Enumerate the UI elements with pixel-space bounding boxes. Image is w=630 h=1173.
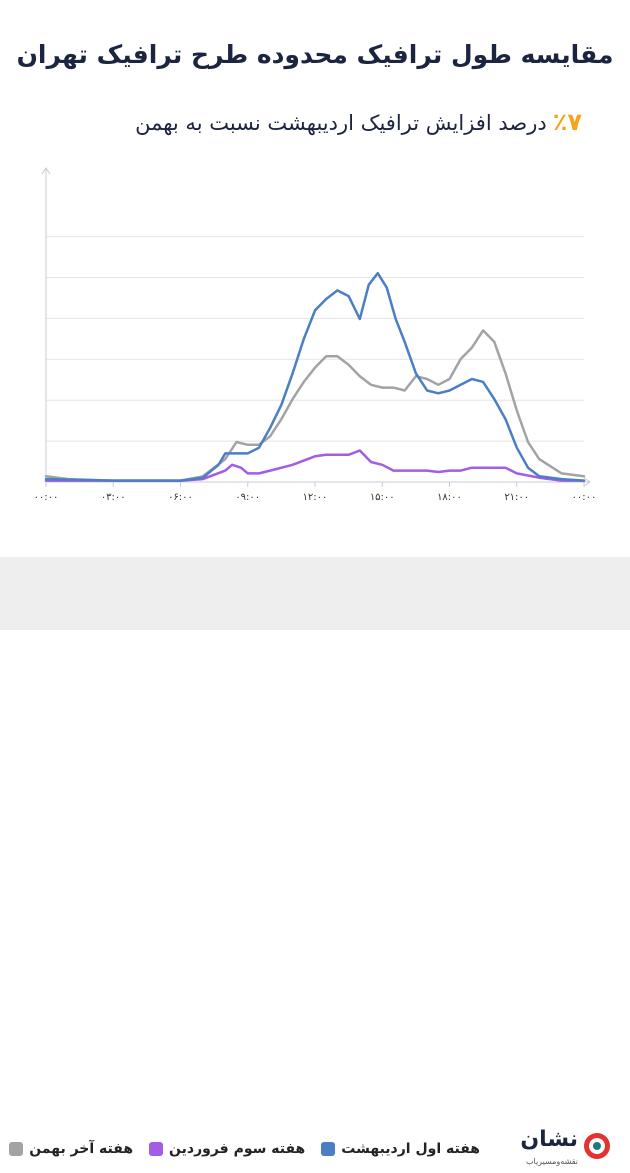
x-axis-ticks: ۰۰:۰۰ ۰۳:۰۰ ۰۶:۰۰ ۰۹:۰۰ ۱۲:۰۰ ۱۵:۰۰ ۱۸:۰۰ ۲۱:۰۰… bbox=[34, 482, 597, 503]
legend-label: هفته اول اردیبهشت bbox=[341, 1141, 480, 1157]
brand-logo: نشان نقشه‌ومسیریاب bbox=[510, 1127, 610, 1173]
line-chart: ۰۰:۰۰ ۰۳:۰۰ ۰۶:۰۰ ۰۹:۰۰ ۱۲:۰۰ ۱۵:۰۰ ۱۸:۰۰ ۲۱:۰۰… bbox=[34, 167, 597, 503]
x-tick-label: ۱۵:۰۰ bbox=[370, 492, 395, 503]
x-tick-label: ۰۰:۰۰ bbox=[572, 492, 597, 503]
legend-swatch bbox=[149, 1142, 164, 1156]
footer-bar: هفته اول اردیبهشت هفته سوم فروردین هفته آخ… bbox=[0, 557, 630, 1166]
chart-grid bbox=[46, 236, 584, 483]
x-tick-label: ۰۶:۰۰ bbox=[168, 492, 193, 503]
y-axis-arrow bbox=[41, 167, 51, 175]
subtitle-text: درصد افزایش ترافیک اردیبهشت نسبت به بهمن bbox=[135, 111, 547, 135]
increase-percentage: ٪۷ bbox=[552, 108, 582, 136]
chart-series bbox=[44, 271, 586, 482]
x-tick-label: ۰۳:۰۰ bbox=[101, 492, 126, 503]
chart-axes bbox=[41, 167, 591, 487]
x-tick-label: ۰۰:۰۰ bbox=[34, 492, 59, 503]
series-line-3 bbox=[44, 271, 586, 482]
legend-label: هفته آخر بهمن bbox=[29, 1141, 134, 1157]
legend-item: هفته آخر بهمن bbox=[9, 1141, 133, 1157]
legend-label: هفته سوم فروردین bbox=[169, 1141, 306, 1157]
legend-swatch bbox=[9, 1142, 24, 1156]
x-tick-label: ۲۱:۰۰ bbox=[504, 492, 529, 503]
chart-subtitle: ٪۷درصد افزایش ترافیک اردیبهشت نسبت به به… bbox=[135, 108, 582, 136]
brand-tagline: نقشه‌ومسیریاب bbox=[525, 1157, 578, 1166]
series-line-2 bbox=[44, 449, 586, 482]
x-tick-label: ۰۹:۰۰ bbox=[235, 492, 260, 503]
series-line-1 bbox=[44, 329, 586, 482]
legend-item: هفته سوم فروردین bbox=[149, 1141, 305, 1157]
legend-item: هفته اول اردیبهشت bbox=[321, 1141, 480, 1157]
x-tick-label: ۱۲:۰۰ bbox=[303, 492, 328, 503]
chart-title: مقایسه طول ترافیک محدوده طرح ترافیک تهرا… bbox=[16, 40, 614, 69]
x-axis-arrow bbox=[583, 477, 591, 487]
neshan-logo-icon bbox=[584, 1133, 610, 1159]
brand-name: نشان bbox=[520, 1127, 578, 1152]
chart-legend: هفته اول اردیبهشت هفته سوم فروردین هفته آخ… bbox=[9, 1141, 480, 1157]
legend-swatch bbox=[321, 1142, 336, 1156]
x-tick-label: ۱۸:۰۰ bbox=[437, 492, 462, 503]
